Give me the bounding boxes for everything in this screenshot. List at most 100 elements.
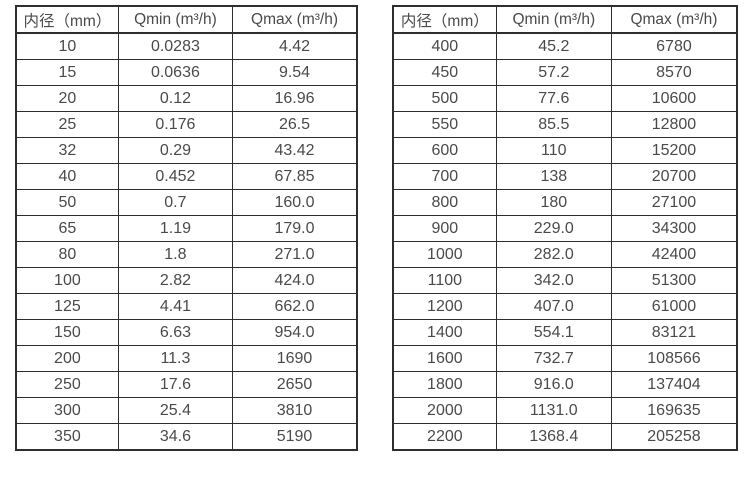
cell: 40: [15, 163, 119, 190]
table-row: 32 0.29 43.42: [15, 137, 358, 164]
cell: 229.0: [495, 215, 612, 242]
cell: 9.54: [232, 59, 358, 86]
cell: 16.96: [232, 85, 358, 112]
cell: 32: [15, 137, 119, 164]
cell: 500: [392, 85, 497, 112]
cell: 3810: [232, 397, 358, 424]
cell: 5190: [232, 423, 358, 451]
cell: 15200: [610, 137, 738, 164]
cell: 424.0: [232, 267, 358, 294]
col-header-qmin: Qmin (m³/h): [117, 5, 234, 34]
table-row: 250 17.6 2650: [15, 371, 358, 398]
table-header-row: 内径（mm） Qmin (m³/h) Qmax (m³/h): [392, 5, 738, 34]
cell: 27100: [610, 189, 738, 216]
cell: 2650: [232, 371, 358, 398]
cell: 110: [495, 137, 612, 164]
cell: 80: [15, 241, 119, 268]
table-row: 20 0.12 16.96: [15, 85, 358, 112]
cell: 108566: [610, 345, 738, 372]
cell: 1200: [392, 293, 497, 320]
col-header-qmax: Qmax (m³/h): [232, 5, 358, 34]
cell: 85.5: [495, 111, 612, 138]
cell: 407.0: [495, 293, 612, 320]
cell: 0.7: [117, 189, 234, 216]
cell: 0.29: [117, 137, 234, 164]
cell: 282.0: [495, 241, 612, 268]
cell: 342.0: [495, 267, 612, 294]
col-header-inner-diameter: 内径（mm）: [392, 5, 497, 34]
cell: 554.1: [495, 319, 612, 346]
cell: 150: [15, 319, 119, 346]
cell: 1400: [392, 319, 497, 346]
cell: 77.6: [495, 85, 612, 112]
cell: 6.63: [117, 319, 234, 346]
col-header-qmin: Qmin (m³/h): [495, 5, 612, 34]
table-row: 1000 282.0 42400: [392, 241, 738, 268]
cell: 20: [15, 85, 119, 112]
cell: 600: [392, 137, 497, 164]
table-row: 50 0.7 160.0: [15, 189, 358, 216]
cell: 11.3: [117, 345, 234, 372]
cell: 138: [495, 163, 612, 190]
flow-table-small-diameters: 内径（mm） Qmin (m³/h) Qmax (m³/h) 10 0.0283 4…: [15, 5, 358, 451]
cell: 67.85: [232, 163, 358, 190]
cell: 169635: [610, 397, 738, 424]
cell: 700: [392, 163, 497, 190]
cell: 12800: [610, 111, 738, 138]
cell: 2200: [392, 423, 497, 451]
cell: 0.0636: [117, 59, 234, 86]
cell: 10: [15, 32, 119, 60]
cell: 6780: [610, 32, 738, 60]
cell: 662.0: [232, 293, 358, 320]
cell: 205258: [610, 423, 738, 451]
cell: 916.0: [495, 371, 612, 398]
cell: 350: [15, 423, 119, 451]
col-header-inner-diameter: 内径（mm）: [15, 5, 119, 34]
cell: 0.0283: [117, 32, 234, 60]
table-row: 400 45.2 6780: [392, 32, 738, 60]
cell: 160.0: [232, 189, 358, 216]
cell: 57.2: [495, 59, 612, 86]
cell: 25.4: [117, 397, 234, 424]
cell: 2000: [392, 397, 497, 424]
cell: 1600: [392, 345, 497, 372]
table-row: 300 25.4 3810: [15, 397, 358, 424]
cell: 51300: [610, 267, 738, 294]
cell: 1368.4: [495, 423, 612, 451]
table-row: 200 11.3 1690: [15, 345, 358, 372]
cell: 4.41: [117, 293, 234, 320]
cell: 83121: [610, 319, 738, 346]
cell: 125: [15, 293, 119, 320]
cell: 1.8: [117, 241, 234, 268]
table-row: 1600 732.7 108566: [392, 345, 738, 372]
table-row: 125 4.41 662.0: [15, 293, 358, 320]
cell: 4.42: [232, 32, 358, 60]
flow-table-large-diameters: 内径（mm） Qmin (m³/h) Qmax (m³/h) 400 45.2 67…: [392, 5, 738, 451]
cell: 61000: [610, 293, 738, 320]
cell: 0.12: [117, 85, 234, 112]
cell: 15: [15, 59, 119, 86]
cell: 1690: [232, 345, 358, 372]
table-row: 350 34.6 5190: [15, 423, 358, 451]
cell: 26.5: [232, 111, 358, 138]
table-row: 1800 916.0 137404: [392, 371, 738, 398]
table-row: 25 0.176 26.5: [15, 111, 358, 138]
cell: 450: [392, 59, 497, 86]
cell: 8570: [610, 59, 738, 86]
table-row: 550 85.5 12800: [392, 111, 738, 138]
cell: 0.452: [117, 163, 234, 190]
cell: 0.176: [117, 111, 234, 138]
cell: 17.6: [117, 371, 234, 398]
table-row: 40 0.452 67.85: [15, 163, 358, 190]
cell: 900: [392, 215, 497, 242]
cell: 1.19: [117, 215, 234, 242]
cell: 45.2: [495, 32, 612, 60]
cell: 1000: [392, 241, 497, 268]
cell: 550: [392, 111, 497, 138]
table-header-row: 内径（mm） Qmin (m³/h) Qmax (m³/h): [15, 5, 358, 34]
col-header-qmax: Qmax (m³/h): [610, 5, 738, 34]
cell: 1131.0: [495, 397, 612, 424]
table-row: 65 1.19 179.0: [15, 215, 358, 242]
table-row: 1200 407.0 61000: [392, 293, 738, 320]
